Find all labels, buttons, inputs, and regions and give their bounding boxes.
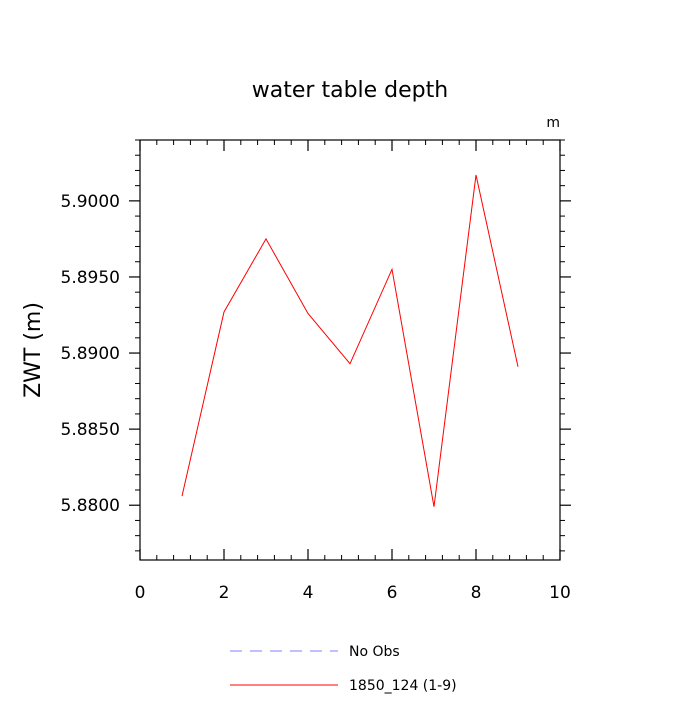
legend: No Obs 1850_124 (1-9) (230, 644, 457, 694)
y-tick-label: 5.8900 (61, 344, 120, 364)
x-tick-label: 4 (303, 583, 314, 603)
x-tick-label: 0 (135, 583, 146, 603)
y-tick-label: 5.9000 (61, 192, 120, 212)
units-label: m (546, 115, 560, 131)
y-tick-label: 5.8850 (61, 420, 120, 440)
y-axis-label: ZWT (m) (21, 302, 46, 398)
legend-label: 1850_124 (1-9) (349, 678, 457, 694)
x-tick-label: 8 (471, 583, 482, 603)
x-tick-label: 2 (219, 583, 230, 603)
axes: 0 2 4 6 8 10 5.8800 5.8850 5.8900 5.8950 5.9000 (61, 139, 571, 603)
y-tick-label: 5.8800 (61, 496, 120, 516)
legend-label: No Obs (349, 644, 400, 660)
x-tick-label: 6 (387, 583, 398, 603)
plot-frame (139, 139, 561, 561)
chart-title: water table depth (252, 78, 448, 103)
series-line (181, 174, 519, 507)
series-layer (181, 174, 519, 507)
x-tick-label: 10 (549, 583, 571, 603)
y-tick-label: 5.8950 (61, 268, 120, 288)
